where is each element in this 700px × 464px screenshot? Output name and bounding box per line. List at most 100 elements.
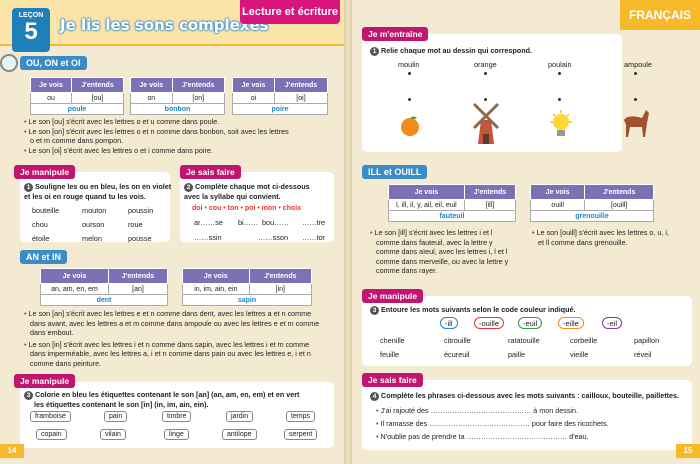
rule-ill-2: comme dans fauteuil, avec la lettre y (376, 237, 493, 247)
saisfaire-instruction: 2 Complète chaque mot ci-dessous avec la … (184, 182, 334, 202)
blank-word[interactable]: bi…… (238, 218, 259, 227)
word[interactable]: paille (508, 350, 526, 359)
word[interactable]: chou (32, 220, 48, 229)
word[interactable]: orange (474, 60, 497, 69)
cell-vois: ouill (529, 199, 586, 211)
label-tag[interactable]: framboise (30, 411, 71, 422)
page-number: 14 (0, 444, 24, 458)
right-page: FRANÇAIS Je m'entraîne 1 Relie chaque mot… (352, 0, 700, 464)
code-euil[interactable]: -euil (518, 317, 543, 329)
word[interactable]: étoile (32, 234, 50, 243)
cell-entends: [ouill] (584, 199, 654, 211)
left-page: LEÇON 5 Je lis les sons complexes Lectur… (0, 0, 344, 464)
word[interactable]: vieille (570, 350, 589, 359)
m3-instruction: 3 Entoure les mots suivants selon le code… (370, 305, 576, 315)
label-tag[interactable]: serpent (284, 429, 318, 440)
s1-line2: avec la syllabe qui convient. (184, 192, 281, 201)
foal-icon (624, 110, 649, 137)
rule-an-3: dans embout. (30, 328, 74, 337)
windmill-icon (472, 102, 500, 144)
blank-word[interactable]: ……tre (302, 218, 326, 227)
sentence-3[interactable]: N'oublie pas de prendre ta …………………………………… (380, 432, 589, 441)
eye-icon: Je vois (40, 268, 109, 284)
sentence-1[interactable]: J'ai rajouté des …………………………………… à mon de… (380, 406, 578, 415)
saisfaire-title-3: Je sais faire (362, 373, 423, 387)
word[interactable]: corbeille (570, 336, 598, 345)
page-title: Je lis les sons complexes (60, 16, 269, 34)
rules-an-in: • Le son [an] s'écrit avec les lettres e… (24, 309, 340, 368)
cell-word: bonbon (130, 103, 225, 115)
blank-word[interactable]: bou…… (262, 218, 289, 227)
table-on: Je vois J'entends on [on] bonbon (130, 77, 225, 115)
table-an: Je vois J'entends an, am, en, em [an] dent (40, 268, 169, 306)
rule-oi: Le son [oi] s'écrit avec les lettres o e… (28, 145, 213, 155)
label-tag[interactable]: timbre (162, 411, 192, 422)
cell-word: poule (30, 103, 124, 115)
code-eille[interactable]: -eille (558, 317, 584, 329)
manipule-title-2: Je manipule (14, 374, 76, 388)
word[interactable]: moulin (398, 60, 420, 69)
word[interactable]: poulain (548, 60, 572, 69)
blank-word[interactable]: ……ssin (194, 233, 222, 242)
label-tag[interactable]: temps (286, 411, 316, 422)
rule-an-2: dans avant, avec les lettres a et m comm… (30, 318, 320, 328)
ear-icon: J'entends (273, 77, 329, 93)
blank-word[interactable]: ……sson (258, 233, 289, 242)
lesson-label: LEÇON (18, 12, 44, 19)
blank-word[interactable]: ……tor (302, 233, 326, 242)
cell-vois: on (130, 92, 173, 104)
word[interactable]: citrouille (444, 336, 471, 345)
s3-instruction: 4 Complète les phrases ci-dessous avec le… (370, 391, 696, 401)
ear-icon: J'entends (463, 184, 517, 200)
cell-entends: [ill] (463, 199, 517, 211)
word[interactable]: ampoule (624, 60, 652, 69)
eye-icon: Je vois (182, 268, 250, 284)
word[interactable]: pousse (128, 234, 152, 243)
eye-icon: Je vois (232, 77, 275, 93)
cell-vois: in, im, ain, ein (182, 283, 250, 295)
s3-text: Complète les phrases ci-dessous avec les… (381, 391, 679, 400)
word[interactable]: mouton (82, 206, 107, 215)
table-ill: Je vois J'entends l, ill, il, y, ail, eil… (388, 184, 517, 222)
manipule-2-instruction: 3 Colorie en bleu les étiquettes contenan… (24, 390, 334, 410)
label-tag[interactable]: linge (164, 429, 189, 440)
cell-vois: an, am, en, em (40, 283, 109, 295)
magnifier-icon (0, 54, 18, 72)
table-oi: Je vois J'entends oi [oi] poire (232, 77, 329, 115)
word[interactable]: papillon (634, 336, 660, 345)
sentence-2[interactable]: Il ramasse des …………………………………… pour faire… (380, 419, 609, 428)
cell-vois: l, ill, il, y, ail, eil, euil (388, 199, 465, 211)
label-tag[interactable]: pain (104, 411, 128, 422)
code-eil[interactable]: -eil (602, 317, 623, 329)
word[interactable]: chenille (380, 336, 405, 345)
rule-ouill: • Le son [ouill] s'écrit avec les lettre… (532, 228, 692, 247)
word[interactable]: ourson (82, 220, 105, 229)
code-ill[interactable]: -ill (440, 317, 458, 329)
word[interactable]: bouteille (32, 206, 60, 215)
label-tag[interactable]: copain (36, 429, 67, 440)
label-tag[interactable]: antilope (222, 429, 257, 440)
word[interactable]: feuille (380, 350, 400, 359)
label-tag[interactable]: vilain (100, 429, 126, 440)
m2-line1: Colorie en bleu les étiquettes contenant… (35, 390, 300, 399)
word[interactable]: poussin (128, 206, 154, 215)
e1-text: Relie chaque mot au dessin qui correspon… (381, 46, 532, 55)
cell-entends: [in] (248, 283, 313, 295)
word[interactable]: écureuil (444, 350, 470, 359)
ear-icon: J'entends (248, 268, 313, 284)
table-ouill: Je vois J'entends ouill [ouill] grenouille (529, 184, 654, 222)
word[interactable]: melon (82, 234, 102, 243)
word[interactable]: roue (128, 220, 143, 229)
manipule-title: Je manipule (14, 165, 76, 179)
rule-on-2: o et m comme dans pompon. (30, 136, 124, 145)
cell-word: fauteuil (388, 210, 516, 222)
rule-ouill-2: et ll comme dans grenouille. (538, 237, 628, 247)
word[interactable]: ratatouille (508, 336, 540, 345)
saisfaire-card-1 (180, 172, 334, 242)
blank-word[interactable]: ar……se (194, 218, 223, 227)
eye-icon: Je vois (529, 184, 586, 200)
word[interactable]: réveil (634, 350, 652, 359)
code-ouille[interactable]: -ouille (474, 317, 505, 329)
label-tag[interactable]: jardin (226, 411, 254, 422)
manipule-card-3 (362, 296, 692, 366)
